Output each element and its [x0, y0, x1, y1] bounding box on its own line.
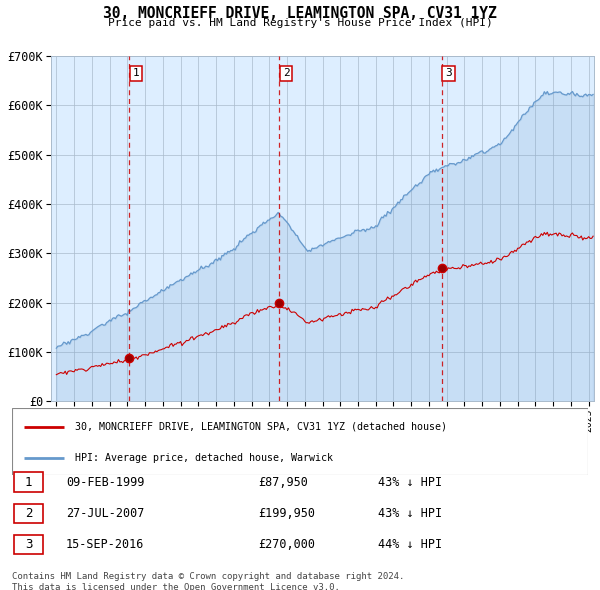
Text: 30, MONCRIEFF DRIVE, LEAMINGTON SPA, CV31 1YZ (detached house): 30, MONCRIEFF DRIVE, LEAMINGTON SPA, CV3… — [76, 422, 448, 432]
Text: 15-SEP-2016: 15-SEP-2016 — [66, 538, 145, 551]
Text: This data is licensed under the Open Government Licence v3.0.: This data is licensed under the Open Gov… — [12, 583, 340, 590]
Text: 2: 2 — [283, 68, 290, 78]
Text: HPI: Average price, detached house, Warwick: HPI: Average price, detached house, Warw… — [76, 453, 334, 463]
FancyBboxPatch shape — [12, 408, 588, 475]
Text: 2: 2 — [25, 507, 32, 520]
Text: £270,000: £270,000 — [258, 538, 315, 551]
FancyBboxPatch shape — [14, 473, 43, 491]
Text: 09-FEB-1999: 09-FEB-1999 — [66, 476, 145, 489]
Text: 1: 1 — [25, 476, 32, 489]
Text: £199,950: £199,950 — [258, 507, 315, 520]
Text: 30, MONCRIEFF DRIVE, LEAMINGTON SPA, CV31 1YZ: 30, MONCRIEFF DRIVE, LEAMINGTON SPA, CV3… — [103, 6, 497, 21]
Text: £87,950: £87,950 — [258, 476, 308, 489]
Text: 27-JUL-2007: 27-JUL-2007 — [66, 507, 145, 520]
Text: 3: 3 — [445, 68, 452, 78]
Text: 44% ↓ HPI: 44% ↓ HPI — [378, 538, 442, 551]
FancyBboxPatch shape — [14, 535, 43, 554]
Text: Contains HM Land Registry data © Crown copyright and database right 2024.: Contains HM Land Registry data © Crown c… — [12, 572, 404, 581]
FancyBboxPatch shape — [14, 504, 43, 523]
Text: 3: 3 — [25, 538, 32, 551]
Text: 43% ↓ HPI: 43% ↓ HPI — [378, 476, 442, 489]
Text: Price paid vs. HM Land Registry's House Price Index (HPI): Price paid vs. HM Land Registry's House … — [107, 18, 493, 28]
Text: 1: 1 — [133, 68, 140, 78]
Text: 43% ↓ HPI: 43% ↓ HPI — [378, 507, 442, 520]
